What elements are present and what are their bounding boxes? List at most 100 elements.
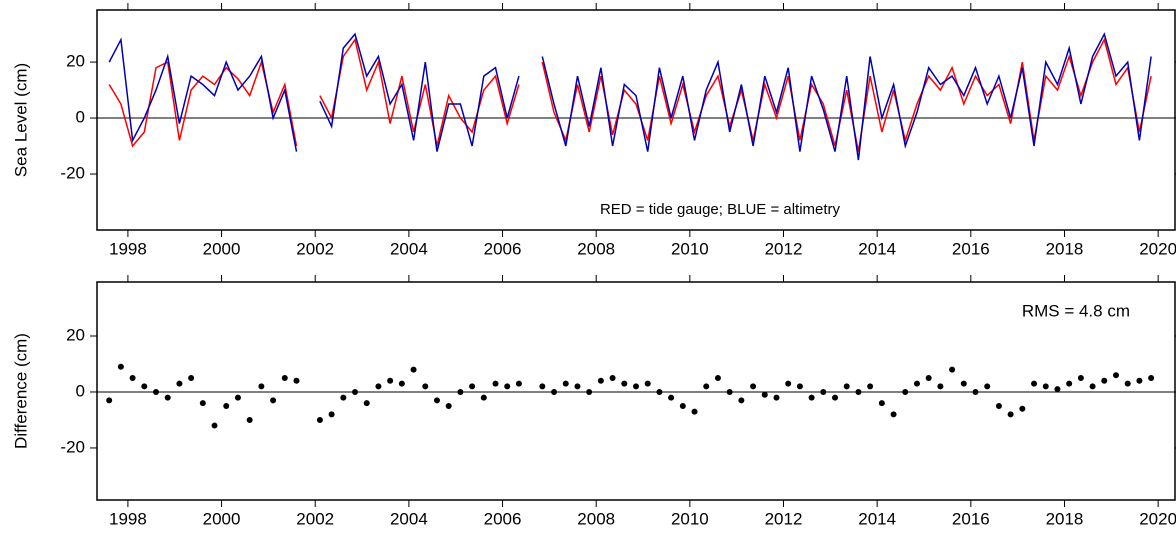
y-axis-label: Sea Level (cm) <box>11 63 30 177</box>
x-tick-label: 2010 <box>671 509 709 528</box>
point <box>761 391 768 398</box>
point <box>164 394 171 401</box>
point <box>714 374 721 381</box>
point <box>539 383 546 390</box>
point <box>1019 405 1026 412</box>
y-tick-label: 0 <box>76 381 85 400</box>
x-tick-label: 2014 <box>858 509 896 528</box>
point <box>492 380 499 387</box>
point <box>832 394 839 401</box>
point <box>995 402 1002 409</box>
point <box>984 383 991 390</box>
y-tick-label: 20 <box>66 52 85 71</box>
y-tick-label: -20 <box>60 437 85 456</box>
x-tick-label: 2002 <box>296 509 334 528</box>
x-tick-label: 1998 <box>109 509 147 528</box>
point <box>387 377 394 384</box>
point <box>176 380 183 387</box>
point <box>246 416 253 423</box>
x-tick-label: 2020 <box>1139 509 1176 528</box>
point <box>1124 380 1131 387</box>
point <box>153 388 160 395</box>
x-tick-label: 2016 <box>952 509 990 528</box>
point <box>949 366 956 373</box>
point <box>293 377 300 384</box>
point <box>890 411 897 418</box>
plot-frame <box>96 281 1176 501</box>
x-tick-label: 2012 <box>765 239 803 258</box>
point <box>679 402 686 409</box>
point <box>913 380 920 387</box>
x-tick-label: 2018 <box>1046 239 1084 258</box>
point <box>223 402 230 409</box>
point <box>796 383 803 390</box>
point <box>574 383 581 390</box>
point <box>234 394 241 401</box>
point <box>363 400 370 407</box>
point <box>1148 374 1155 381</box>
point <box>855 388 862 395</box>
x-tick-label: 2008 <box>577 509 615 528</box>
point <box>1077 374 1084 381</box>
point <box>515 380 522 387</box>
point <box>375 383 382 390</box>
point <box>469 383 476 390</box>
point <box>433 397 440 404</box>
x-tick-label: 2018 <box>1046 509 1084 528</box>
series-line <box>108 37 1152 152</box>
plot-frame <box>96 9 1176 231</box>
y-axis-label: Difference (cm) <box>11 333 30 449</box>
point <box>960 380 967 387</box>
point <box>422 383 429 390</box>
point <box>562 380 569 387</box>
point <box>1007 411 1014 418</box>
point <box>773 394 780 401</box>
x-tick-label: 2004 <box>390 239 428 258</box>
point <box>457 388 464 395</box>
point <box>597 377 604 384</box>
y-tick-label: -20 <box>60 164 85 183</box>
point <box>750 383 757 390</box>
point <box>1089 383 1096 390</box>
x-tick-label: 2020 <box>1139 239 1176 258</box>
point <box>656 388 663 395</box>
point <box>551 388 558 395</box>
x-tick-label: 2004 <box>390 509 428 528</box>
point <box>878 400 885 407</box>
point <box>808 394 815 401</box>
point <box>1066 380 1073 387</box>
point <box>281 374 288 381</box>
point <box>820 388 827 395</box>
x-tick-label: 2012 <box>765 509 803 528</box>
point <box>445 402 452 409</box>
x-tick-label: 2000 <box>203 509 241 528</box>
point <box>480 394 487 401</box>
point <box>211 422 218 429</box>
point <box>1112 372 1119 379</box>
point <box>504 383 511 390</box>
annotation: RED = tide gauge; BLUE = altimetry <box>600 201 841 218</box>
point <box>340 394 347 401</box>
point <box>1136 377 1143 384</box>
point <box>703 383 710 390</box>
point <box>398 380 405 387</box>
y-tick-label: 20 <box>66 325 85 344</box>
point <box>410 366 417 373</box>
x-tick-label: 2016 <box>952 239 990 258</box>
point <box>785 380 792 387</box>
point <box>644 380 651 387</box>
point <box>726 388 733 395</box>
point <box>141 383 148 390</box>
point <box>270 397 277 404</box>
point <box>937 383 944 390</box>
x-tick-label: 2006 <box>484 509 522 528</box>
point <box>738 397 745 404</box>
x-tick-label: 1998 <box>109 239 147 258</box>
point <box>609 374 616 381</box>
x-tick-label: 2008 <box>577 239 615 258</box>
point <box>328 411 335 418</box>
annotation: RMS = 4.8 cm <box>1022 301 1130 320</box>
point <box>843 383 850 390</box>
point <box>586 388 593 395</box>
